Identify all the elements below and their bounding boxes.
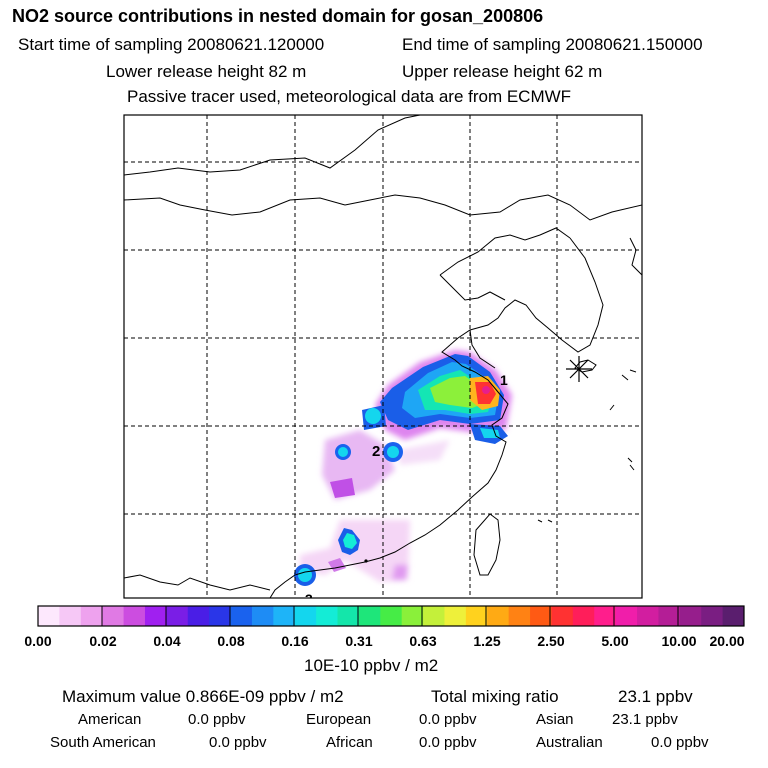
legend-label: 2.50 (537, 633, 565, 649)
upper-release-label: Upper release height 62 m (402, 62, 603, 81)
legend-swatch (658, 606, 681, 626)
american-value: 0.0 ppbv (188, 711, 246, 728)
page-title: NO2 source contributions in nested domai… (12, 6, 544, 26)
legend-label: 10.00 (661, 633, 697, 649)
legend-swatch (337, 606, 360, 626)
legend-swatch (701, 606, 724, 626)
australian-value: 0.0 ppbv (651, 734, 709, 751)
legend-swatch (59, 606, 82, 626)
legend-swatch (679, 606, 702, 626)
tracer-note: Passive tracer used, meteorological data… (127, 87, 572, 106)
european-value: 0.0 ppbv (419, 711, 477, 728)
legend-swatch (144, 606, 167, 626)
legend-swatch (530, 606, 552, 626)
legend-swatch (102, 606, 124, 626)
legend-label: 0.31 (345, 633, 373, 649)
legend-label: 0.08 (217, 633, 245, 649)
american-label: American (78, 711, 142, 728)
south-american-label: South American (50, 734, 156, 751)
source-marker-1: 1 (500, 372, 508, 388)
legend-label: 0.04 (153, 633, 181, 649)
australian-label: Australian (536, 734, 603, 751)
legend-swatch (444, 606, 467, 626)
legend-swatch (637, 606, 659, 626)
start-time-label: Start time of sampling 20080621.120000 (18, 35, 325, 54)
legend-swatch (230, 606, 253, 626)
source-marker-2: 2 (372, 443, 380, 460)
legend-label: 5.00 (601, 633, 629, 649)
legend-swatch (401, 606, 424, 626)
source-marker-3: 3 (305, 591, 313, 607)
map-area: 1 2 3 (124, 115, 642, 607)
asian-label: Asian (536, 711, 574, 728)
legend-swatch (551, 606, 574, 626)
max-value-label: Maximum value 0.866E-09 ppbv / m2 (62, 687, 344, 706)
legend-swatch (487, 606, 510, 626)
graticule (124, 115, 642, 598)
legend-label: 1.25 (473, 633, 501, 649)
legend-swatch (166, 606, 189, 626)
legend-unit: 10E-10 ppbv / m2 (304, 656, 439, 675)
legend-label: 0.00 (24, 633, 52, 649)
legend-swatch (273, 606, 296, 626)
legend-frame (37, 605, 745, 627)
european-label: European (306, 711, 372, 728)
legend-swatch (594, 606, 617, 626)
legend-label: 0.16 (281, 633, 309, 649)
legend-label: 0.02 (89, 633, 117, 649)
legend-swatch (80, 606, 103, 626)
asian-value: 23.1 ppbv (612, 711, 678, 728)
legend-swatch (465, 606, 488, 626)
asterisk-icon (566, 356, 592, 382)
legend-swatch (294, 606, 317, 626)
legend-swatch (508, 606, 531, 626)
legend-swatch (722, 606, 745, 626)
legend-swatch (251, 606, 274, 626)
legend-swatch (316, 606, 338, 626)
legend-label: 0.63 (409, 633, 437, 649)
legend-swatch (572, 606, 595, 626)
total-mixing-value: 23.1 ppbv (618, 687, 693, 706)
map-frame (123, 114, 643, 599)
african-value: 0.0 ppbv (419, 734, 477, 751)
legend-swatch (423, 606, 445, 626)
legend-swatch (209, 606, 231, 626)
legend-swatch (38, 606, 60, 626)
legend-swatch (615, 606, 638, 626)
coastlines (124, 115, 642, 598)
end-time-label: End time of sampling 20080621.150000 (402, 35, 703, 54)
color-legend-bar (37, 605, 745, 627)
total-mixing-label: Total mixing ratio (431, 687, 559, 706)
legend-label: 20.00 (709, 633, 745, 649)
lower-release-label: Lower release height 82 m (106, 62, 307, 81)
african-label: African (326, 734, 373, 751)
legend-swatch (187, 606, 210, 626)
legend-swatch (358, 606, 381, 626)
legend-swatch (123, 606, 146, 626)
legend-swatch (380, 606, 403, 626)
south-american-value: 0.0 ppbv (209, 734, 267, 751)
